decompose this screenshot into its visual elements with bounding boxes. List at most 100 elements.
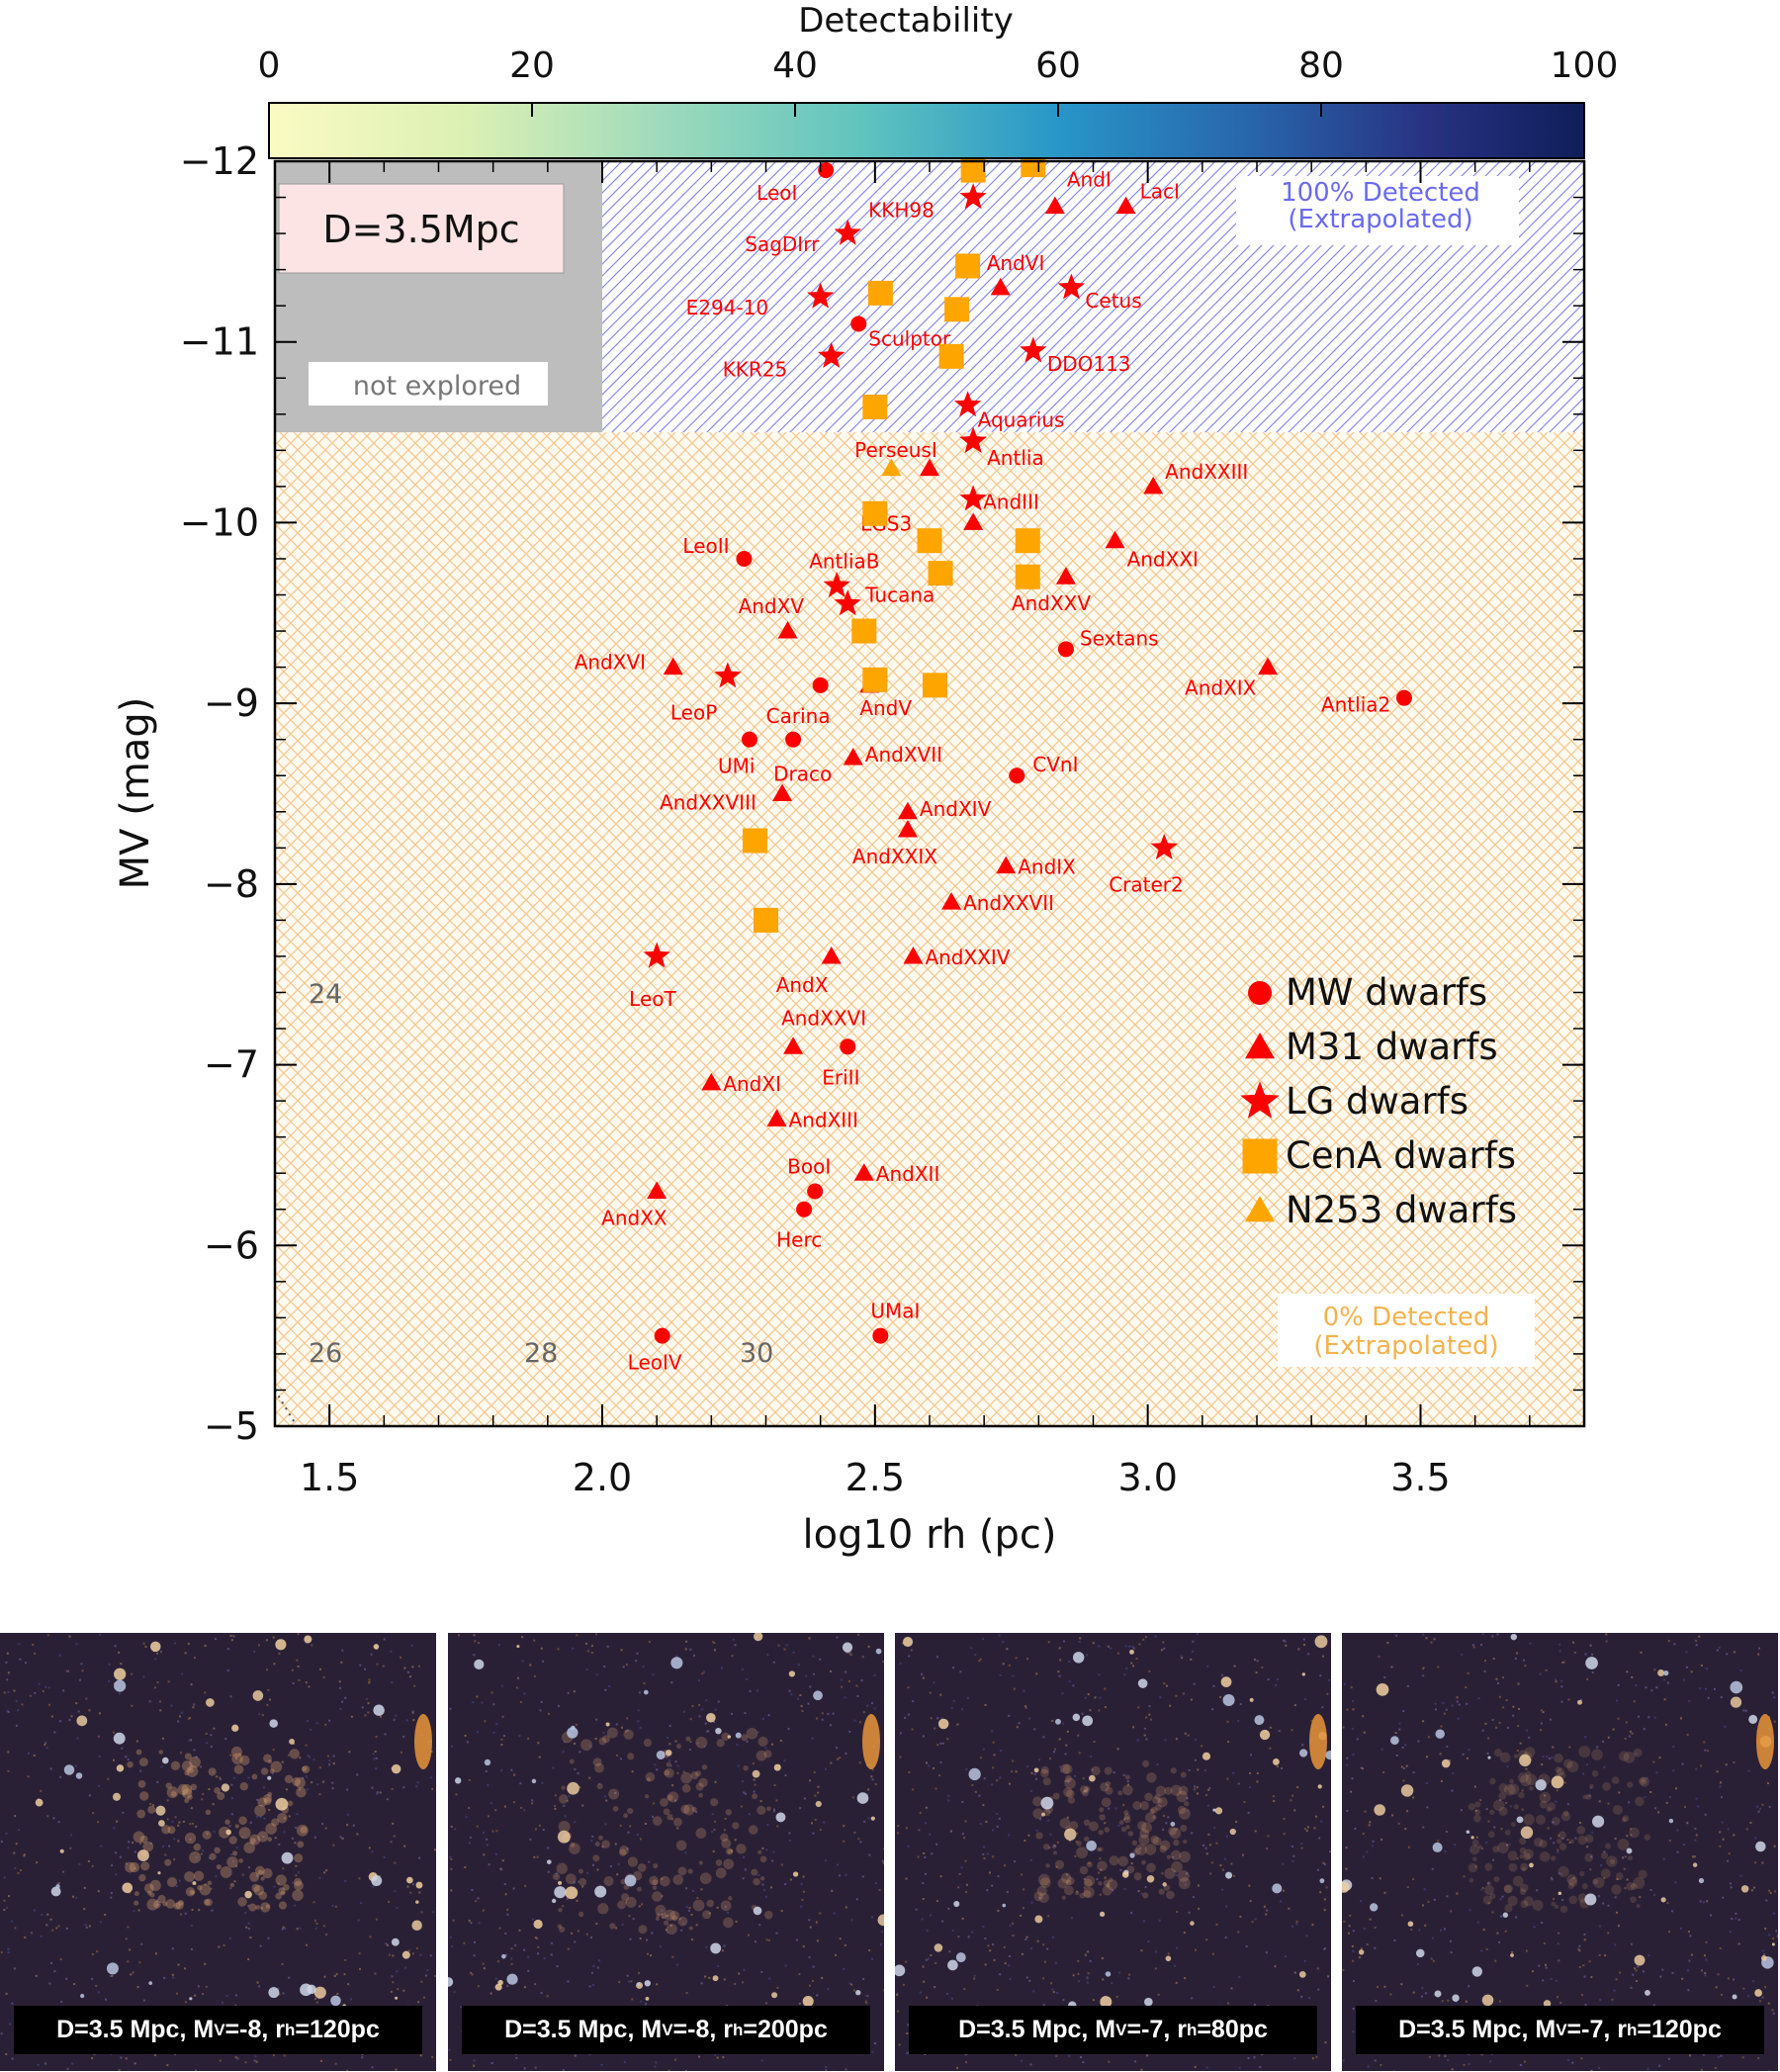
noise-pixel (1431, 1867, 1434, 1870)
foreground-star (1400, 1784, 1414, 1797)
noise-pixel (308, 1756, 311, 1758)
noise-pixel (118, 2069, 121, 2071)
noise-pixel (998, 1817, 1001, 1820)
noise-pixel (538, 1824, 541, 1827)
noise-pixel (68, 1635, 71, 1638)
noise-pixel (604, 1688, 607, 1691)
foreground-star (1319, 1878, 1325, 1884)
noise-pixel (1759, 1807, 1762, 1810)
noise-pixel (637, 1709, 640, 1712)
noise-pixel (1719, 1845, 1722, 1847)
foreground-star (1088, 1774, 1096, 1782)
noise-pixel (1015, 1770, 1018, 1773)
noise-pixel (1193, 1785, 1196, 1788)
noise-pixel (1456, 1892, 1459, 1895)
noise-pixel (1290, 1729, 1293, 1732)
foreground-star (269, 1719, 278, 1728)
noise-pixel (1292, 1854, 1295, 1857)
foreground-star (1325, 1751, 1331, 1760)
dwarf-star (296, 1786, 307, 1798)
noise-pixel (742, 1981, 745, 1984)
noise-pixel (1644, 1796, 1646, 1799)
dwarf-star (559, 1794, 569, 1804)
noise-pixel (1519, 2064, 1522, 2067)
dwarf-star (716, 1739, 725, 1748)
dwarf-star (1555, 1766, 1562, 1773)
x-tick-label: 1.5 (300, 1456, 359, 1499)
dwarf-star (660, 1797, 668, 1807)
noise-pixel (1163, 1815, 1166, 1818)
data-point (862, 667, 888, 692)
noise-pixel (1676, 1850, 1679, 1853)
noise-pixel (675, 1655, 678, 1658)
noise-pixel (1223, 1857, 1226, 1860)
foreground-star (1358, 1949, 1365, 1955)
noise-pixel (1563, 1781, 1566, 1784)
noise-pixel (1446, 1895, 1449, 1898)
dwarf-star (1511, 1822, 1516, 1828)
noise-pixel (172, 1976, 175, 1979)
noise-pixel (1251, 1921, 1254, 1924)
noise-pixel (1318, 1837, 1321, 1840)
noise-pixel (861, 1875, 864, 1878)
dwarf-star (1065, 1879, 1072, 1886)
noise-pixel (288, 1754, 291, 1757)
noise-pixel (1226, 1777, 1229, 1780)
noise-pixel (1653, 1893, 1656, 1896)
noise-pixel (756, 1731, 759, 1734)
noise-pixel (567, 1691, 570, 1694)
noise-pixel (1086, 1787, 1089, 1790)
noise-pixel (641, 1903, 644, 1906)
noise-pixel (113, 1827, 116, 1830)
noise-pixel (1390, 1814, 1393, 1817)
dwarf-star (570, 1842, 576, 1847)
noise-pixel (1098, 1871, 1101, 1874)
noise-pixel (1202, 1844, 1204, 1847)
noise-pixel (336, 1993, 339, 1996)
noise-pixel (1196, 1633, 1199, 1636)
noise-pixel (1248, 1786, 1251, 1789)
dwarf-star (1525, 1773, 1538, 1786)
noise-pixel (1008, 1714, 1011, 1717)
dwarf-star (282, 1883, 290, 1891)
noise-pixel (1612, 1728, 1615, 1731)
noise-pixel (946, 1738, 949, 1741)
dwarf-star (1523, 1896, 1534, 1907)
noise-pixel (841, 1685, 844, 1688)
noise-pixel (431, 1787, 434, 1790)
noise-pixel (1064, 1779, 1067, 1782)
data-point (1044, 196, 1065, 215)
noise-pixel (173, 2053, 176, 2056)
noise-pixel (305, 1642, 308, 1645)
noise-pixel (648, 1860, 651, 1863)
dwarf-star (1477, 1845, 1482, 1849)
data-point (963, 512, 984, 530)
noise-pixel (758, 1924, 761, 1927)
noise-pixel (602, 1731, 605, 1734)
noise-pixel (1624, 1887, 1627, 1890)
noise-pixel (562, 1905, 565, 1908)
dwarf-star (664, 1769, 670, 1776)
noise-pixel (1204, 1847, 1207, 1849)
noise-pixel (3, 1691, 6, 1694)
dwarf-star (1109, 1855, 1119, 1866)
noise-pixel (862, 1711, 865, 1714)
foreground-star (706, 1712, 716, 1723)
noise-pixel (543, 1956, 546, 1959)
noise-pixel (238, 1753, 241, 1756)
noise-pixel (669, 1764, 672, 1767)
noise-pixel (163, 1976, 166, 1979)
dwarf-star (1504, 1829, 1511, 1836)
noise-pixel (743, 1855, 746, 1858)
noise-pixel (83, 1886, 86, 1889)
noise-pixel (653, 1802, 656, 1805)
noise-pixel (537, 1945, 540, 1948)
dwarf-star (1519, 1853, 1524, 1859)
noise-pixel (1314, 1815, 1317, 1818)
data-point-label: AndXXI (1127, 548, 1199, 572)
noise-pixel (1742, 1987, 1745, 1990)
noise-pixel (1104, 1687, 1107, 1690)
noise-pixel (1541, 1722, 1544, 1725)
dwarf-star (1063, 1885, 1074, 1896)
noise-pixel (205, 1732, 208, 1735)
